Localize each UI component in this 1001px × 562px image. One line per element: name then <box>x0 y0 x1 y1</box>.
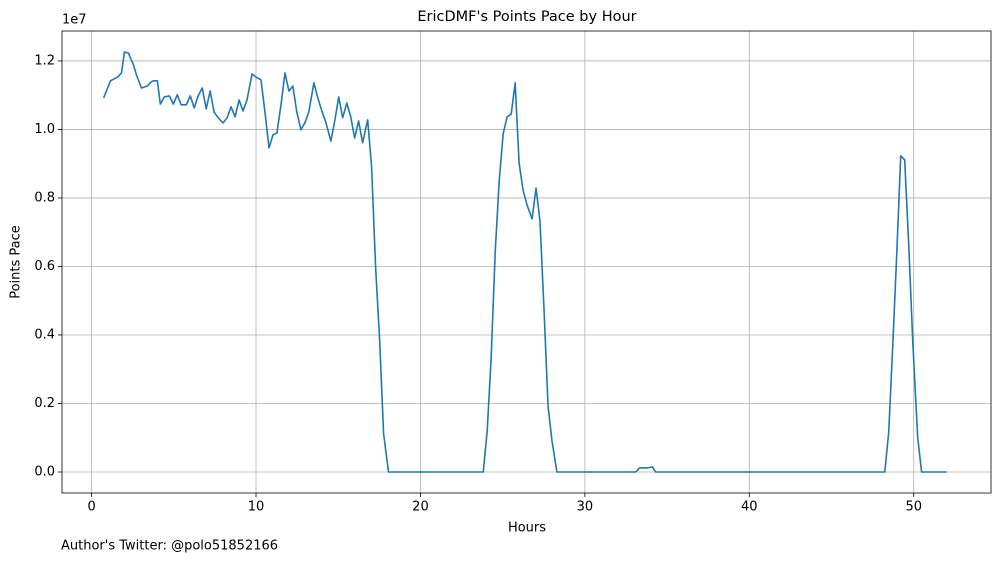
x-axis-label: Hours <box>508 521 546 536</box>
y-tick-label: 0.8 <box>34 190 55 205</box>
y-tick-label: 1.0 <box>34 122 55 137</box>
y-tick-label: 0.0 <box>34 465 55 480</box>
y-tick-label: 0.2 <box>34 396 55 411</box>
data-line <box>102 51 947 473</box>
x-tick-label: 0 <box>87 500 95 515</box>
y-tick-label: 0.4 <box>34 327 55 342</box>
y-axis-label: Points Pace <box>9 225 24 299</box>
y-offset-label: 1e7 <box>62 13 87 28</box>
y-tick-label: 0.6 <box>34 259 55 274</box>
x-tick-label: 20 <box>412 500 429 515</box>
x-tick-label: 50 <box>905 500 922 515</box>
x-tick-label: 30 <box>577 500 594 515</box>
x-tick-label: 40 <box>741 500 758 515</box>
chart-title: EricDMF's Points Pace by Hour <box>417 9 636 25</box>
y-tick-label: 1.2 <box>34 53 55 68</box>
plot-frame <box>61 30 992 494</box>
x-tick-label: 10 <box>248 500 265 515</box>
footnote: Author's Twitter: @polo51852166 <box>61 539 278 554</box>
